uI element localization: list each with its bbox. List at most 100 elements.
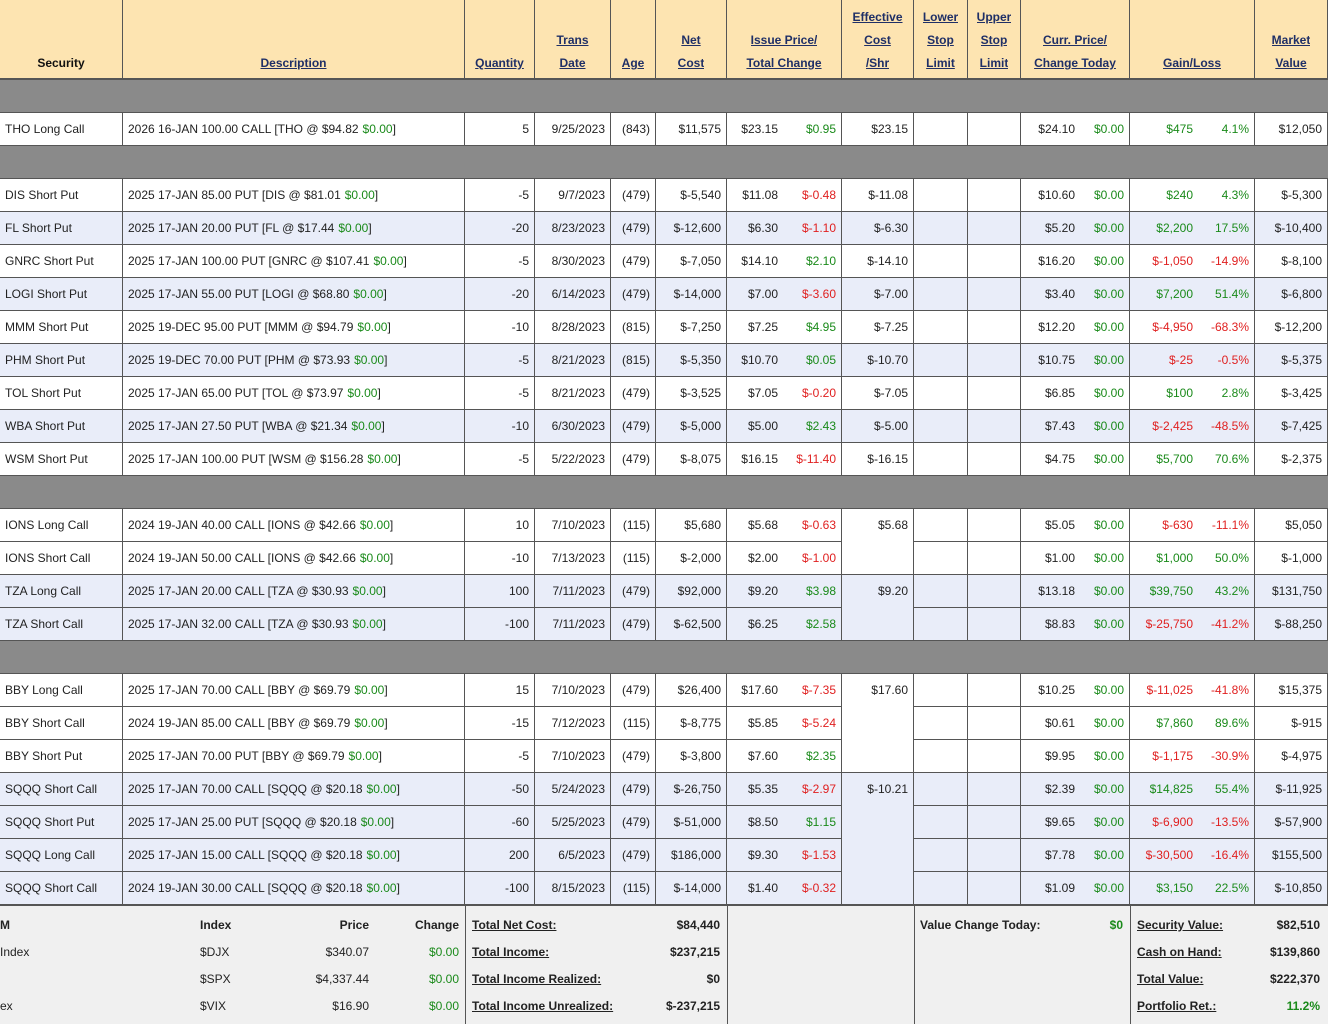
quantity: -10 <box>465 410 535 443</box>
header-text: Limit <box>979 56 1009 70</box>
header-text: Cost <box>677 56 705 70</box>
security: SQQQ Short Call <box>0 773 123 806</box>
issue-price: $5.85 <box>727 707 783 740</box>
current-price: $1.09 <box>1021 872 1080 905</box>
issue-price: $9.30 <box>727 839 783 872</box>
quantity: -50 <box>465 773 535 806</box>
trans-date: 9/7/2023 <box>535 179 611 212</box>
description-part: ] <box>368 221 372 235</box>
header-text: Upper <box>976 10 1012 24</box>
description-part: $0.00 <box>352 617 383 631</box>
column-header: Trans Date <box>535 0 611 80</box>
security: LOGI Short Put <box>0 278 123 311</box>
upper-stop <box>968 212 1021 245</box>
net-cost: $-12,600 <box>656 212 727 245</box>
description: 2025 17-JAN 65.00 PUT [TOL @ $73.97 $0.00… <box>123 377 465 410</box>
current-price: $5.20 <box>1021 212 1080 245</box>
quantity: -5 <box>465 377 535 410</box>
index-cell: $4,337.44 <box>315 972 369 986</box>
market-value: $-57,900 <box>1255 806 1328 839</box>
lower-stop <box>914 311 968 344</box>
change-today: $0.00 <box>1080 773 1130 806</box>
security: SQQQ Short Put <box>0 806 123 839</box>
value-change-label: Value Change Today: <box>920 918 1041 932</box>
issue-price: $7.25 <box>727 311 783 344</box>
total-change: $-7.35 <box>783 674 842 707</box>
issue-price: $6.30 <box>727 212 783 245</box>
total-change: $-11.40 <box>783 443 842 476</box>
lower-stop <box>914 806 968 839</box>
effective-cost: $-16.15 <box>842 443 914 476</box>
trans-date: 5/25/2023 <box>535 806 611 839</box>
effective-cost: $-10.21 <box>842 773 914 905</box>
age: (815) <box>611 344 656 377</box>
lower-stop <box>914 674 968 707</box>
header-text: Total Change <box>746 56 822 70</box>
security: THO Long Call <box>0 113 123 146</box>
lower-stop <box>914 344 968 377</box>
age: (115) <box>611 707 656 740</box>
market-value: $12,050 <box>1255 113 1328 146</box>
description-part: 2025 19-DEC 95.00 PUT [MMM @ $94.79 <box>128 320 354 334</box>
header-text: Stop <box>927 33 954 47</box>
description-part: $0.00 <box>338 221 369 235</box>
description-part: ] <box>381 419 385 433</box>
net-cost: $-3,525 <box>656 377 727 410</box>
market-value: $-88,250 <box>1255 608 1328 641</box>
gain-loss: $-25 <box>1130 344 1198 377</box>
market-value: $5,050 <box>1255 509 1328 542</box>
gain-loss: $-630 <box>1130 509 1198 542</box>
description-part: $0.00 <box>344 188 375 202</box>
lower-stop <box>914 872 968 905</box>
summary-value: $222,370 <box>1269 972 1320 986</box>
market-value: $-12,200 <box>1255 311 1328 344</box>
change-today: $0.00 <box>1080 872 1130 905</box>
issue-price: $10.70 <box>727 344 783 377</box>
change-today: $0.00 <box>1080 443 1130 476</box>
description: 2025 17-JAN 55.00 PUT [LOGI @ $68.80 $0.0… <box>123 278 465 311</box>
total-change: $-2.97 <box>783 773 842 806</box>
upper-stop <box>968 377 1021 410</box>
gain-loss-pct: 4.3% <box>1198 179 1255 212</box>
gain-loss: $240 <box>1130 179 1198 212</box>
issue-price: $2.00 <box>727 542 783 575</box>
description-part: ] <box>382 584 386 598</box>
gain-loss-pct: 51.4% <box>1198 278 1255 311</box>
net-cost: $-26,750 <box>656 773 727 806</box>
summary-value: $139,860 <box>1269 945 1320 959</box>
change-today: $0.00 <box>1080 740 1130 773</box>
quantity: -5 <box>465 344 535 377</box>
age: (479) <box>611 674 656 707</box>
trans-date: 7/12/2023 <box>535 707 611 740</box>
net-cost: $-51,000 <box>656 806 727 839</box>
description-part: $0.00 <box>354 353 385 367</box>
column-header: Effective Cost/Shr <box>842 0 914 80</box>
footer-divider <box>914 905 915 1024</box>
issue-price: $8.50 <box>727 806 783 839</box>
age: (479) <box>611 410 656 443</box>
current-price: $9.65 <box>1021 806 1080 839</box>
description: 2025 17-JAN 70.00 PUT [BBY @ $69.79 $0.00… <box>123 740 465 773</box>
age: (815) <box>611 311 656 344</box>
age: (115) <box>611 542 656 575</box>
upper-stop <box>968 839 1021 872</box>
quantity: 10 <box>465 509 535 542</box>
description-part: ] <box>378 749 382 763</box>
gain-loss: $7,860 <box>1130 707 1198 740</box>
section-separator <box>0 476 1328 509</box>
header-text: Issue Price/ <box>750 33 818 47</box>
header-text: Gain/Loss <box>1162 56 1221 70</box>
trans-date: 8/21/2023 <box>535 377 611 410</box>
description: 2025 17-JAN 85.00 PUT [DIS @ $81.01 $0.00… <box>123 179 465 212</box>
upper-stop <box>968 674 1021 707</box>
age: (479) <box>611 839 656 872</box>
change-today: $0.00 <box>1080 674 1130 707</box>
change-today: $0.00 <box>1080 278 1130 311</box>
net-cost: $-62,500 <box>656 608 727 641</box>
total-change: $-5.24 <box>783 707 842 740</box>
total-value: $0 <box>706 972 720 986</box>
issue-price: $9.20 <box>727 575 783 608</box>
lower-stop <box>914 773 968 806</box>
lower-stop <box>914 410 968 443</box>
issue-price: $5.68 <box>727 509 783 542</box>
